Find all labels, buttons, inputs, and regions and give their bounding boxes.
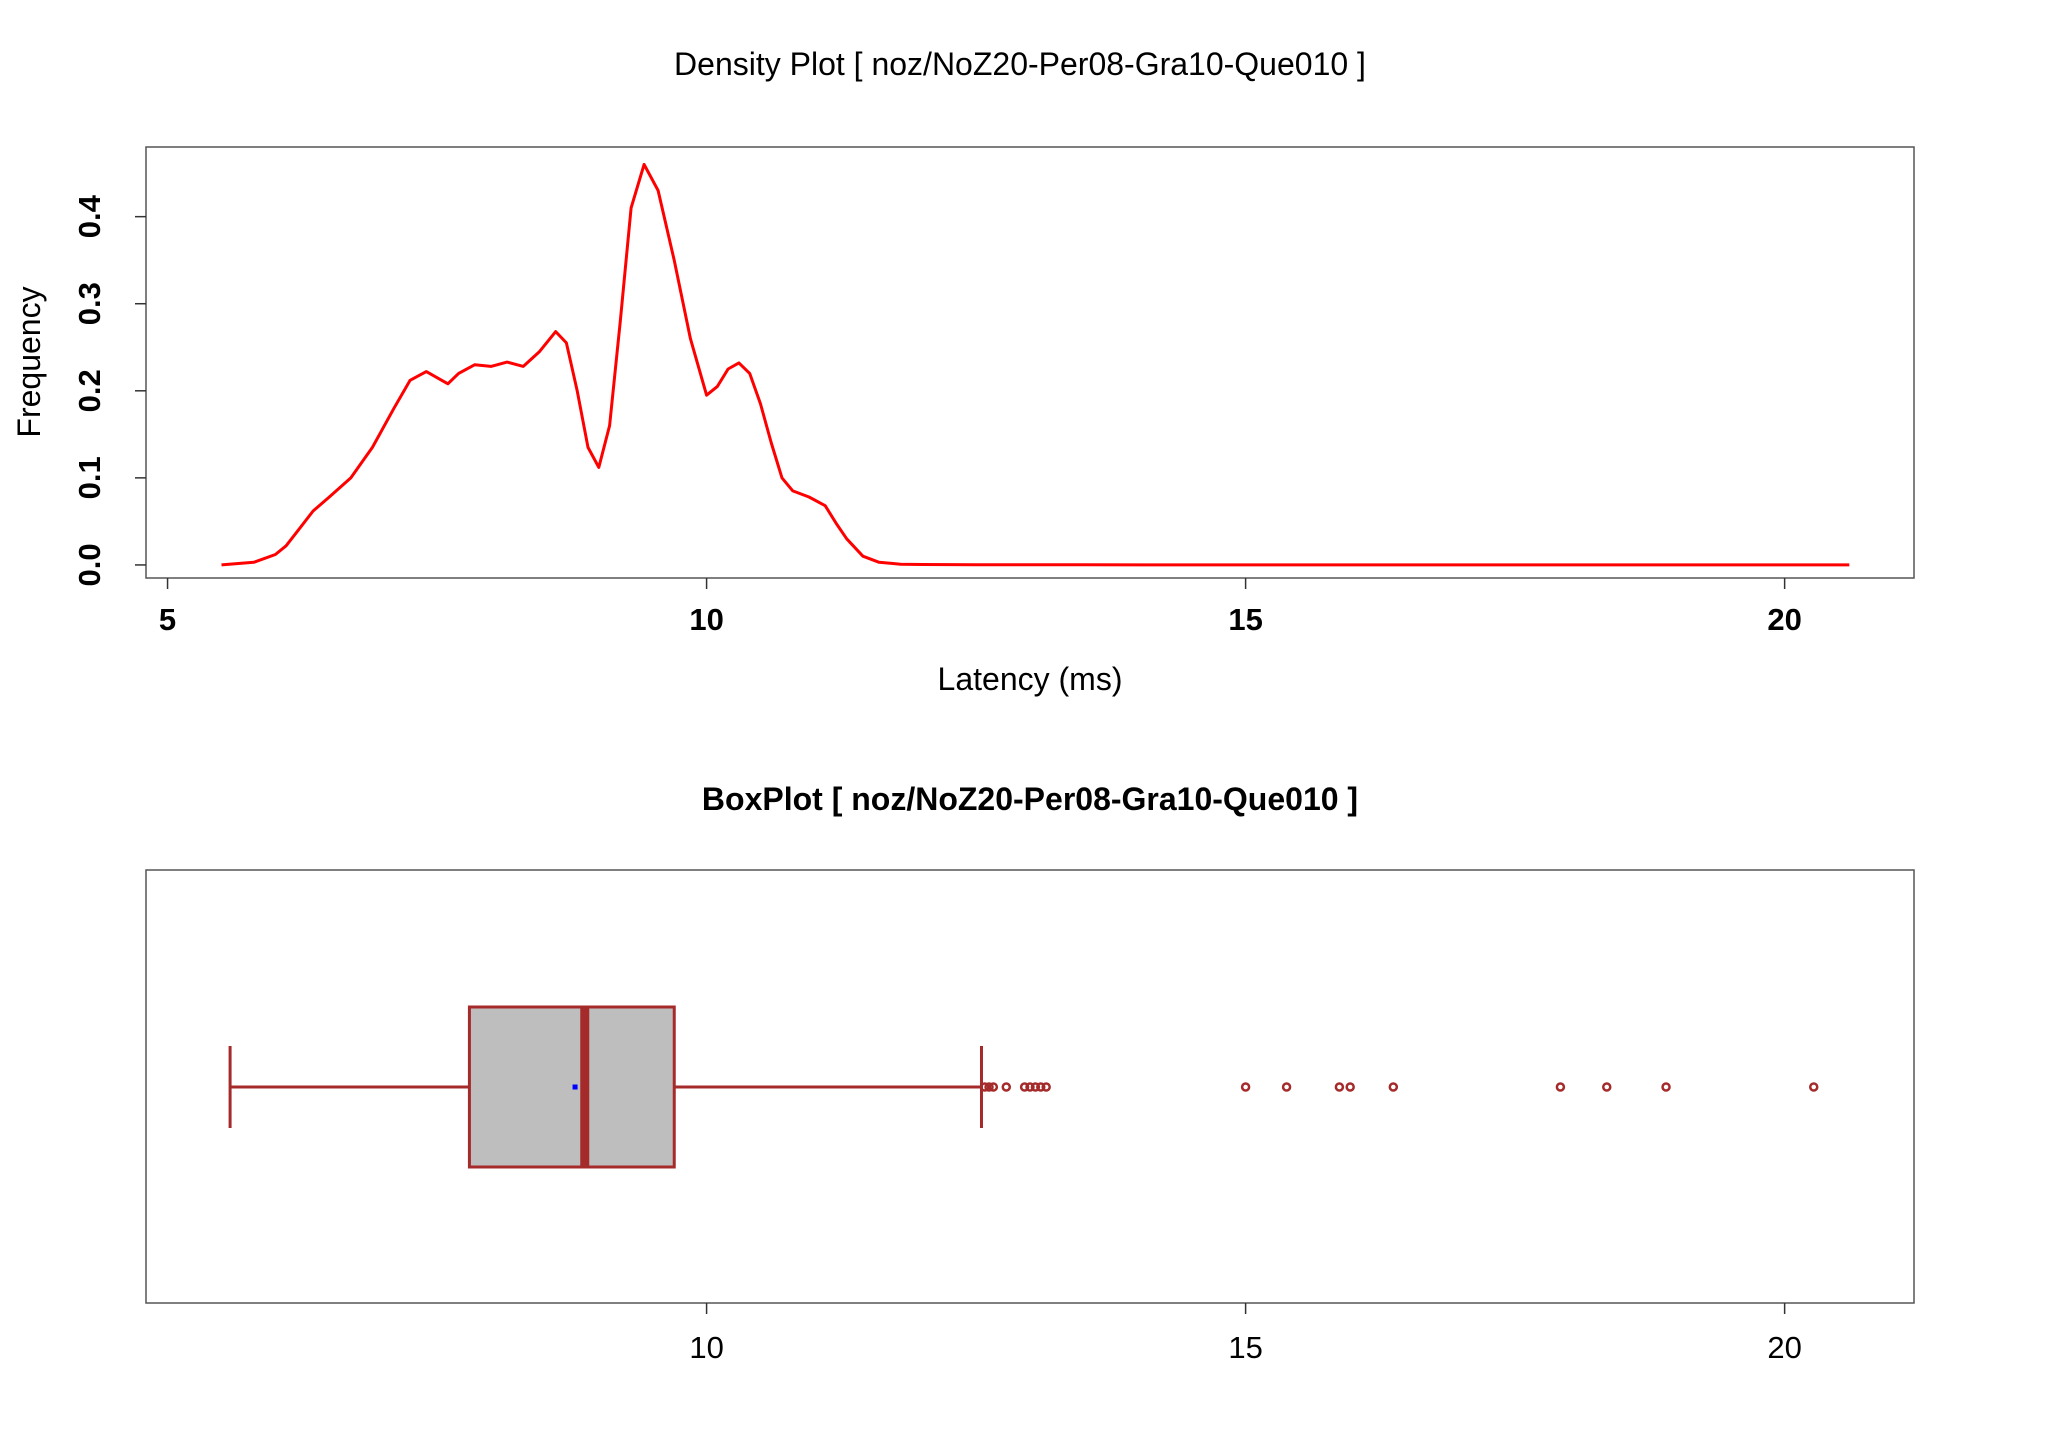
density-y-axis-label: Frequency <box>11 286 47 437</box>
boxplot-outlier-point <box>1808 1082 1819 1092</box>
boxplot-body <box>228 1005 1819 1169</box>
density-x-axis: 5 10 15 20 <box>159 578 1802 637</box>
boxplot-title: BoxPlot [ noz/NoZ20-Per08-Gra10-Que010 ] <box>702 781 1358 817</box>
density-x-axis-label: Latency (ms) <box>938 661 1123 697</box>
density-y-tick-label: 0.0 <box>72 543 107 586</box>
boxplot-x-tick-label: 10 <box>689 1330 723 1365</box>
density-plot-frame <box>145 146 1915 579</box>
boxplot-outlier-point <box>1036 1082 1046 1092</box>
density-curve <box>221 162 1850 567</box>
boxplot-outlier-point <box>1001 1082 1012 1092</box>
boxplot-x-tick-label: 20 <box>1767 1330 1801 1365</box>
boxplot-outlier-point <box>1334 1082 1345 1092</box>
boxplot-outlier-point <box>1281 1082 1292 1092</box>
boxplot-outlier-point <box>1345 1082 1355 1092</box>
density-x-tick-label: 10 <box>689 602 723 637</box>
boxplot-x-tick-label: 15 <box>1228 1330 1262 1365</box>
boxplot-outlier-point <box>1555 1082 1566 1092</box>
boxplot-outlier-point <box>979 1082 990 1092</box>
boxplot-outlier-point <box>988 1082 999 1092</box>
density-y-tick-label: 0.3 <box>72 282 107 325</box>
density-x-tick-label: 20 <box>1767 602 1801 637</box>
boxplot-outlier-point <box>984 1082 994 1092</box>
boxplot-plot-frame <box>145 869 1915 1304</box>
boxplot-outlier-point <box>1240 1082 1251 1092</box>
boxplot-mean-marker <box>572 1084 578 1090</box>
density-y-tick-label: 0.4 <box>72 194 107 238</box>
density-y-axis: 0.0 0.1 0.2 0.3 0.4 <box>72 194 146 586</box>
boxplot-outlier-point <box>1030 1082 1041 1092</box>
boxplot-x-axis: 10 15 20 <box>689 1303 1802 1365</box>
boxplot-outlier-point <box>1661 1082 1671 1092</box>
boxplot-outlier-point <box>1041 1082 1051 1092</box>
density-x-tick-label: 15 <box>1228 602 1262 637</box>
density-y-tick-label: 0.2 <box>72 369 107 412</box>
boxplot-outlier-point <box>1019 1082 1030 1092</box>
boxplot-outlier-point <box>1025 1082 1035 1092</box>
density-title: Density Plot [ noz/NoZ20-Per08-Gra10-Que… <box>674 46 1366 82</box>
boxplot-outlier-point <box>1602 1082 1612 1092</box>
boxplot-box <box>467 1005 676 1169</box>
density-y-tick-label: 0.1 <box>72 456 107 499</box>
density-x-tick-label: 5 <box>159 602 176 637</box>
boxplot-outlier-point <box>1388 1082 1399 1092</box>
